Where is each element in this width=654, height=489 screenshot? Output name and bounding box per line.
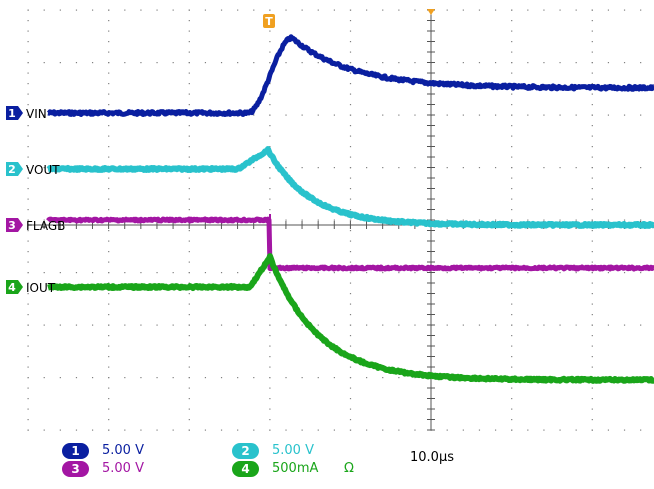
ch3-scale-readout: 5.00 V xyxy=(102,461,144,476)
ch2-name-label: VOUT xyxy=(26,163,60,177)
ch4-unit-symbol: Ω xyxy=(344,461,354,476)
ch1-scale-badge[interactable]: 1 xyxy=(62,443,89,459)
ch2-marker[interactable]: 2 VOUT xyxy=(6,162,60,177)
ch4-scale-badge[interactable]: 4 xyxy=(232,461,259,477)
trigger-position-marker[interactable] xyxy=(427,9,435,15)
ch4-trace xyxy=(48,256,654,381)
ch3-scale-badge[interactable]: 3 xyxy=(62,461,89,477)
ch1-trace xyxy=(48,37,654,115)
ch3-marker-number: 3 xyxy=(8,219,16,232)
timebase-readout[interactable]: 10.0µs xyxy=(410,450,454,465)
ch1-name-label: VIN xyxy=(26,107,47,121)
ch2-scale-badge[interactable]: 2 xyxy=(232,443,259,459)
ch4-name-label: IOUT xyxy=(26,281,56,295)
ch3-marker[interactable]: 3 FLAGB xyxy=(6,218,65,233)
trigger-marker-label: T xyxy=(265,15,273,28)
traces xyxy=(48,37,654,381)
ch1-scale-readout: 5.00 V xyxy=(102,443,144,458)
ch2-marker-number: 2 xyxy=(8,163,16,176)
ch1-marker-number: 1 xyxy=(8,107,16,120)
ch4-scale-readout: 500mA xyxy=(272,461,318,476)
ch4-marker[interactable]: 4 IOUT xyxy=(6,280,56,295)
trigger-marker[interactable]: T xyxy=(263,14,275,28)
ch2-trace xyxy=(48,149,654,226)
ch4-marker-number: 4 xyxy=(8,281,16,294)
ch1-marker[interactable]: 1 VIN xyxy=(6,106,47,121)
ch3-name-label: FLAGB xyxy=(26,219,65,233)
ch2-scale-readout: 5.00 V xyxy=(272,443,314,458)
